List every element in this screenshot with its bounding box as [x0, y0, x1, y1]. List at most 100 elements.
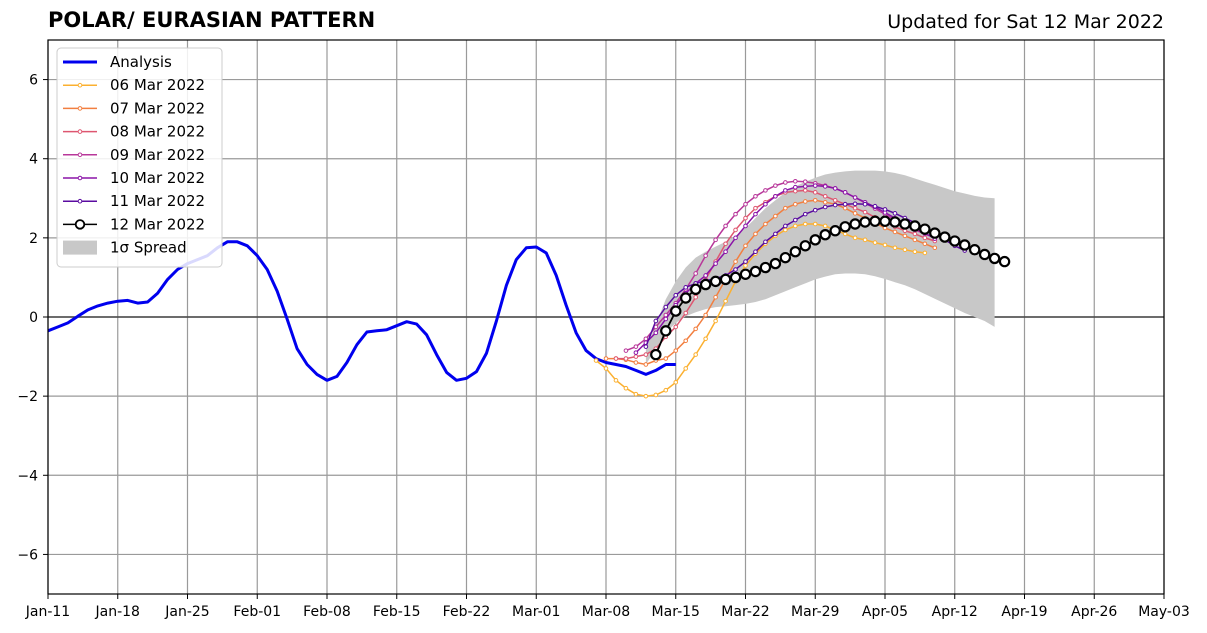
forecast-point	[653, 318, 659, 324]
forecast-point	[812, 183, 818, 188]
forecast-point	[613, 378, 619, 383]
latest-forecast-point	[699, 278, 712, 291]
forecast-point	[832, 186, 838, 191]
forecast-point	[753, 194, 758, 199]
forecast-point	[613, 356, 619, 361]
forecast-line	[606, 199, 936, 366]
latest-forecast-point	[799, 240, 811, 252]
legend-box	[56, 47, 223, 268]
x-tick-label: Jan-25	[164, 604, 209, 620]
latest-forecast-point	[739, 268, 752, 280]
forecast-point	[603, 356, 609, 361]
latest-forecast-point	[719, 273, 732, 286]
forecast-point	[653, 392, 659, 398]
forecast-point	[852, 235, 858, 241]
forecast-point	[623, 385, 629, 391]
latest-forecast-point	[859, 216, 871, 228]
forecast-point	[733, 267, 738, 272]
forecast-point	[693, 294, 698, 300]
forecast-point	[733, 259, 738, 264]
forecast-point	[812, 221, 818, 227]
forecast-point	[743, 243, 748, 249]
forecast-point	[633, 344, 639, 349]
latest-forecast-point	[869, 215, 881, 227]
forecast-point	[802, 211, 808, 217]
forecast-point	[733, 235, 738, 241]
forecast-point	[852, 201, 858, 207]
forecast-point	[633, 360, 639, 365]
forecast-point	[723, 249, 728, 255]
forecast-point	[892, 245, 898, 251]
forecast-point	[663, 387, 669, 393]
forecast-point	[802, 179, 808, 184]
forecast-point	[812, 190, 818, 195]
forecast-point	[693, 352, 698, 357]
forecast-point	[623, 348, 629, 353]
latest-forecast-point	[988, 252, 1001, 265]
forecast-point	[713, 318, 718, 324]
forecast-point	[763, 239, 768, 245]
forecast-point	[783, 227, 788, 233]
forecast-point	[802, 221, 808, 227]
latest-forecast-point	[909, 220, 921, 232]
forecast-point	[723, 223, 728, 229]
legend-marker	[77, 198, 83, 204]
latest-forecast-point	[759, 261, 772, 274]
forecast-point	[733, 227, 738, 233]
forecast-point	[912, 237, 918, 243]
forecast-point	[753, 231, 758, 237]
forecast-point	[842, 201, 848, 207]
forecast-point	[783, 188, 788, 193]
forecast-point	[683, 310, 689, 316]
forecast-point	[693, 271, 698, 276]
latest-forecast-point	[949, 235, 961, 247]
legend-label: 10 Mar 2022	[110, 169, 205, 187]
forecast-point	[783, 180, 788, 185]
forecast-point	[822, 184, 828, 189]
forecast-point	[663, 356, 669, 361]
forecast-point	[693, 326, 698, 332]
forecast-point	[793, 184, 798, 190]
forecast-point	[703, 312, 708, 318]
y-tick-label: 0	[29, 310, 38, 326]
forecast-point	[892, 229, 898, 235]
latest-forecast-point	[660, 325, 672, 337]
forecast-point	[643, 362, 649, 367]
forecast-point	[683, 285, 689, 290]
forecast-point	[872, 240, 878, 245]
forecast-point	[593, 358, 599, 363]
legend-marker	[77, 152, 83, 158]
x-tick-label: Mar-01	[512, 604, 560, 620]
forecast-point	[683, 338, 689, 344]
forecast-point	[623, 356, 629, 361]
forecast-point	[673, 292, 679, 298]
x-tick-label: Feb-22	[443, 604, 491, 620]
x-tick-label: Jan-11	[25, 604, 70, 620]
latest-forecast-point	[959, 239, 971, 251]
forecast-point	[932, 245, 938, 251]
latest-forecast-point	[650, 348, 662, 361]
forecast-point	[723, 298, 728, 304]
chart-title: POLAR/ EURASIAN PATTERN	[48, 8, 376, 32]
y-tick-label: −6	[17, 547, 38, 563]
forecast-point	[653, 330, 659, 336]
forecast-point	[743, 263, 748, 268]
latest-forecast-point	[899, 218, 911, 230]
legend-label: Analysis	[110, 53, 172, 71]
forecast-point	[743, 201, 748, 207]
forecast-point	[872, 203, 878, 209]
y-tick-label: 6	[29, 73, 38, 89]
legend-label: 12 Mar 2022	[110, 215, 205, 233]
legend-marker	[77, 82, 83, 88]
forecast-point	[663, 316, 669, 322]
legend-label: 11 Mar 2022	[110, 192, 205, 210]
forecast-point	[912, 231, 918, 237]
forecast-point	[842, 205, 848, 211]
legend-swatch	[63, 240, 97, 255]
forecast-point	[842, 190, 848, 195]
latest-forecast-point	[789, 246, 802, 258]
forecast-point	[793, 201, 798, 207]
forecast-point	[783, 223, 788, 229]
forecast-point	[912, 249, 918, 255]
latest-forecast-point	[968, 244, 981, 256]
